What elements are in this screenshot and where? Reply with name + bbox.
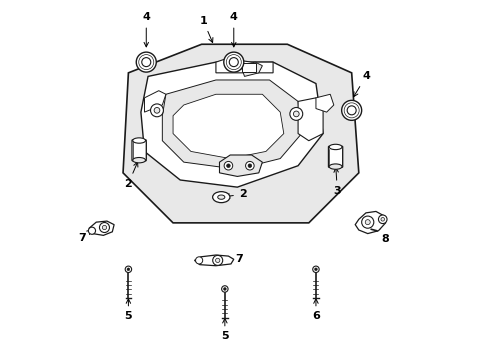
Circle shape <box>224 161 232 170</box>
Circle shape <box>293 111 299 117</box>
Circle shape <box>142 58 150 67</box>
Text: 2: 2 <box>224 189 246 199</box>
Circle shape <box>341 100 361 120</box>
Ellipse shape <box>328 144 341 150</box>
Polygon shape <box>141 62 323 187</box>
Circle shape <box>245 161 254 170</box>
Circle shape <box>226 164 230 167</box>
Circle shape <box>88 227 95 234</box>
Polygon shape <box>298 98 323 141</box>
Polygon shape <box>194 255 233 266</box>
Text: 7: 7 <box>78 230 91 243</box>
Circle shape <box>365 220 369 225</box>
Circle shape <box>136 52 156 72</box>
Text: 1: 1 <box>199 16 212 42</box>
Text: 3: 3 <box>333 168 341 196</box>
Circle shape <box>314 268 317 271</box>
Ellipse shape <box>132 138 145 143</box>
Text: 8: 8 <box>375 227 388 244</box>
Circle shape <box>221 286 227 292</box>
Circle shape <box>127 268 130 271</box>
Circle shape <box>380 217 384 221</box>
Text: 4: 4 <box>353 71 369 97</box>
Polygon shape <box>89 221 114 235</box>
Polygon shape <box>315 94 333 112</box>
Circle shape <box>224 52 244 72</box>
Circle shape <box>154 108 160 113</box>
Polygon shape <box>241 62 262 76</box>
Circle shape <box>289 108 302 120</box>
Ellipse shape <box>212 192 229 203</box>
Polygon shape <box>354 211 385 234</box>
Text: 7: 7 <box>223 254 243 264</box>
Circle shape <box>346 106 355 115</box>
Polygon shape <box>219 155 262 176</box>
Ellipse shape <box>132 157 145 163</box>
Circle shape <box>99 222 109 233</box>
FancyBboxPatch shape <box>242 63 255 72</box>
Circle shape <box>125 266 131 273</box>
Circle shape <box>215 258 220 262</box>
Text: 5: 5 <box>221 319 228 342</box>
Text: 4: 4 <box>229 13 237 47</box>
Circle shape <box>229 58 238 67</box>
Ellipse shape <box>217 195 224 199</box>
Circle shape <box>361 216 373 228</box>
Ellipse shape <box>328 164 341 169</box>
Text: 6: 6 <box>311 299 319 321</box>
Text: 2: 2 <box>124 162 138 189</box>
Circle shape <box>102 225 106 230</box>
Polygon shape <box>216 59 272 73</box>
Text: 5: 5 <box>124 299 132 321</box>
Circle shape <box>223 288 226 291</box>
FancyBboxPatch shape <box>132 140 146 161</box>
Polygon shape <box>144 91 165 112</box>
Circle shape <box>212 255 222 265</box>
Circle shape <box>150 104 163 117</box>
FancyBboxPatch shape <box>328 146 342 167</box>
Circle shape <box>247 164 251 167</box>
Polygon shape <box>173 94 283 158</box>
Polygon shape <box>162 80 301 169</box>
Circle shape <box>312 266 319 273</box>
Text: 4: 4 <box>142 13 150 47</box>
Circle shape <box>378 215 386 224</box>
Polygon shape <box>123 44 358 223</box>
Circle shape <box>195 257 203 264</box>
